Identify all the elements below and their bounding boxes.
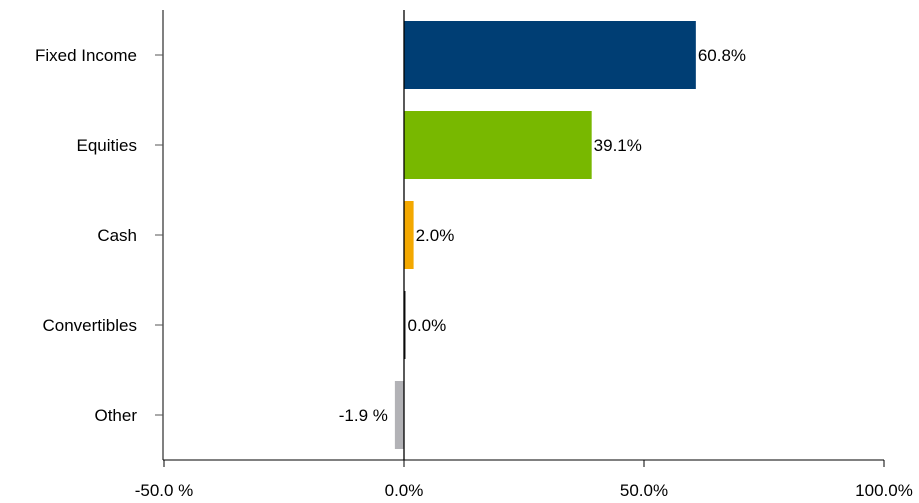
value-label: 39.1%: [594, 136, 642, 155]
x-tick-label: -50.0 %: [135, 481, 194, 500]
value-label: 60.8%: [698, 46, 746, 65]
labels-group: Fixed Income 60.8% Equities 39.1% Cash 2.0% Co…: [35, 46, 913, 500]
x-tick-label: 0.0%: [385, 481, 424, 500]
value-label: 0.0%: [408, 316, 447, 335]
category-label: Convertibles: [43, 316, 138, 335]
bar-convertibles: [404, 291, 406, 359]
bar-equities: [404, 111, 592, 179]
category-label: Cash: [97, 226, 137, 245]
value-label: -1.9 %: [339, 406, 388, 425]
bar-fixed-income: [404, 21, 696, 89]
category-label: Equities: [77, 136, 137, 155]
bar-other: [394, 381, 404, 449]
category-label: Fixed Income: [35, 46, 137, 65]
bars-group: [394, 21, 696, 449]
axes-group: [155, 10, 885, 467]
category-label: Other: [94, 406, 137, 425]
bar-cash: [404, 201, 414, 269]
value-label: 2.0%: [416, 226, 455, 245]
x-tick-label: 100.0%: [855, 481, 913, 500]
x-tick-label: 50.0%: [620, 481, 668, 500]
